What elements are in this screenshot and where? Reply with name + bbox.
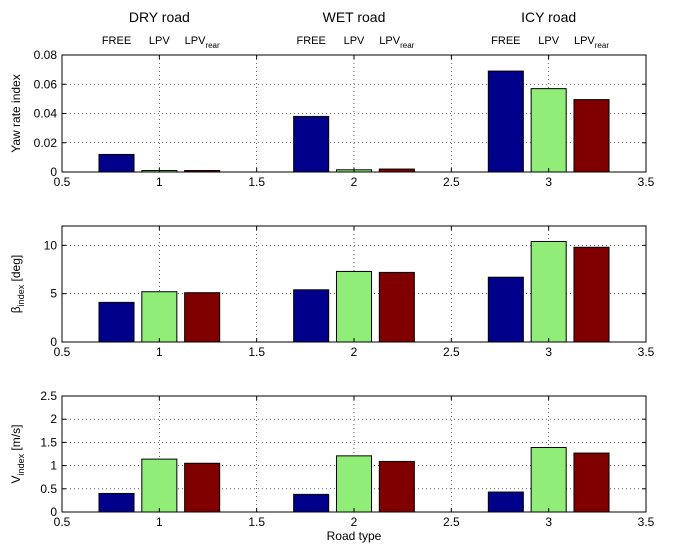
x-tick-label: 3.5 — [638, 515, 655, 529]
y-tick-label: 2 — [50, 412, 57, 426]
x-tick-label: 0.5 — [54, 515, 71, 529]
y-tick-label: 1 — [50, 459, 57, 473]
y-tick-label: 0.04 — [34, 107, 58, 121]
bar-lpv — [335, 455, 373, 513]
series-label: LPVrear — [185, 35, 220, 50]
y-axis-label: Yaw rate index — [9, 74, 23, 153]
bar-free — [98, 492, 135, 513]
bar-free — [487, 70, 524, 173]
x-tick-label: 3 — [545, 345, 552, 359]
bar-free — [98, 301, 135, 343]
beta-subplot: 0.5 1 1.5 2 2.5 3 3.5 0 5 10 βindex [deg] — [9, 225, 655, 359]
y-tick-label: 5 — [50, 287, 57, 301]
bar-free — [487, 276, 524, 343]
group-title: DRY road — [129, 9, 190, 25]
bar-free — [293, 493, 330, 513]
series-label: LPVrear — [379, 35, 414, 50]
series-label: FREE — [102, 35, 131, 47]
bar-free — [98, 153, 135, 173]
bar-lpv — [530, 240, 567, 343]
bar-lpv — [530, 88, 567, 173]
x-tick-label: 1 — [156, 345, 163, 359]
x-tick-label: 3 — [545, 175, 552, 189]
bar-lpv — [530, 447, 567, 513]
x-tick-label: 3.5 — [638, 175, 655, 189]
x-tick-label: 1 — [156, 175, 163, 189]
bar-lpvrear — [184, 462, 221, 513]
y-tick-label: 0.02 — [34, 136, 58, 150]
x-tick-label: 3 — [545, 515, 552, 529]
bar-lpvrear — [378, 460, 415, 513]
series-label: LPV — [344, 35, 365, 47]
x-axis-label: Road type — [327, 529, 382, 543]
y-axis-label: βindex [deg] — [9, 255, 26, 313]
x-tick-label: 2 — [351, 345, 358, 359]
bar-lpvrear — [573, 99, 610, 173]
yaw-rate-subplot: 0.5 1 1.5 2 2.5 3 3.5 0 0.02 0.04 0.06 0.08 Yaw rate… — [9, 48, 655, 189]
x-tick-label: 3.5 — [638, 345, 655, 359]
bar-free — [293, 289, 330, 343]
x-tick-label: 1.5 — [248, 175, 265, 189]
y-tick-label: 0.06 — [34, 77, 58, 91]
series-label: LPV — [538, 35, 559, 47]
series-label: LPV — [149, 35, 170, 47]
bar-lpv — [141, 458, 178, 513]
bar-lpv — [335, 270, 373, 343]
y-tick-label: 0 — [50, 505, 57, 519]
x-tick-label: 0.5 — [54, 175, 71, 189]
y-tick-label: 0 — [50, 165, 57, 179]
series-label: LPVrear — [574, 35, 609, 50]
series-label: FREE — [491, 35, 520, 47]
bar-lpvrear — [184, 292, 221, 343]
bar-lpvrear — [573, 246, 610, 343]
y-tick-label: 2.5 — [40, 389, 57, 403]
y-tick-label: 1.5 — [40, 435, 57, 449]
series-label: FREE — [297, 35, 326, 47]
group-title: WET road — [323, 9, 386, 25]
bar-free — [293, 115, 330, 173]
bar-lpvrear — [378, 271, 415, 343]
y-axis-label: Vindex [m/s] — [9, 425, 26, 484]
x-tick-label: 1 — [156, 515, 163, 529]
group-title: ICY road — [521, 9, 576, 25]
x-tick-label: 2 — [351, 515, 358, 529]
y-tick-label: 0 — [50, 335, 57, 349]
y-tick-label: 0.5 — [40, 482, 57, 496]
x-tick-label: 2 — [351, 175, 358, 189]
y-tick-label: 0.08 — [34, 48, 58, 62]
bar-free — [487, 491, 524, 513]
x-tick-label: 0.5 — [54, 345, 71, 359]
x-tick-label: 1.5 — [248, 515, 265, 529]
y-tick-label: 10 — [44, 238, 58, 252]
x-tick-label: 2.5 — [443, 515, 460, 529]
x-tick-label: 2.5 — [443, 345, 460, 359]
x-tick-label: 2.5 — [443, 175, 460, 189]
bar-lpvrear — [573, 452, 610, 513]
x-tick-label: 1.5 — [248, 345, 265, 359]
bar-lpv — [141, 291, 178, 343]
